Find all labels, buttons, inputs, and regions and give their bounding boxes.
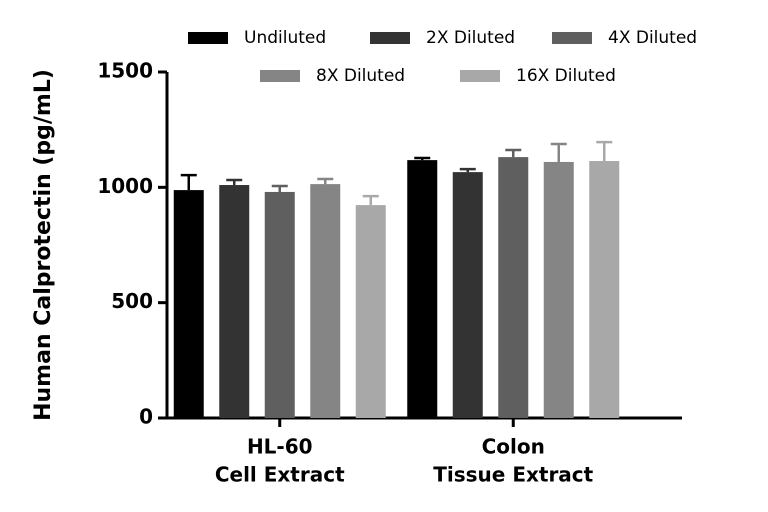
x-tick-label: HL-60 <box>247 435 313 459</box>
legend-label: 4X Diluted <box>608 28 697 48</box>
bar <box>407 160 438 418</box>
bar <box>355 205 386 418</box>
legend-label: 16X Diluted <box>516 66 616 86</box>
legend-swatch <box>552 32 592 44</box>
y-axis-label: Human Calprotectin (pg/mL) <box>31 69 56 421</box>
error-bar <box>271 184 288 192</box>
error-bar <box>414 156 431 161</box>
x-tick-label: Cell Extract <box>215 463 345 487</box>
y-tick-label: 500 <box>111 289 153 313</box>
bar <box>173 190 204 418</box>
bar <box>498 157 529 418</box>
bar <box>310 184 341 418</box>
bar <box>264 191 295 418</box>
bar <box>452 172 483 418</box>
error-bar <box>180 173 197 191</box>
error-bar <box>362 194 379 206</box>
bar <box>543 161 574 418</box>
legend-swatch <box>460 70 500 82</box>
error-bar <box>596 140 613 162</box>
error-bar <box>505 148 522 158</box>
legend-swatch <box>260 70 300 82</box>
bar <box>589 161 620 418</box>
error-bar <box>459 167 476 173</box>
legend-swatch <box>370 32 410 44</box>
y-tick-label: 1000 <box>97 174 153 198</box>
bar <box>219 185 250 418</box>
x-tick-label: Colon <box>482 435 545 459</box>
legend-label: 8X Diluted <box>316 66 405 86</box>
legend-label: 2X Diluted <box>426 28 515 48</box>
error-bar <box>226 178 243 186</box>
y-tick-label: 1500 <box>97 59 153 83</box>
y-tick-label: 0 <box>139 405 153 429</box>
legend-swatch <box>188 32 228 44</box>
legend-label: Undiluted <box>244 28 326 48</box>
error-bar <box>317 177 334 185</box>
x-tick-label: Tissue Extract <box>433 463 593 487</box>
error-bar <box>550 142 567 162</box>
